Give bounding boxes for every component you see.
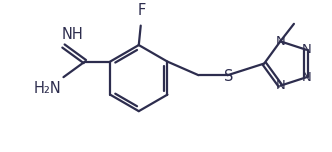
Text: N: N (301, 43, 311, 56)
Text: N: N (301, 71, 311, 84)
Text: F: F (137, 3, 146, 18)
Text: H₂N: H₂N (34, 81, 61, 96)
Text: N: N (276, 35, 285, 48)
Text: S: S (224, 69, 233, 84)
Text: NH: NH (61, 27, 83, 42)
Text: N: N (276, 79, 285, 92)
